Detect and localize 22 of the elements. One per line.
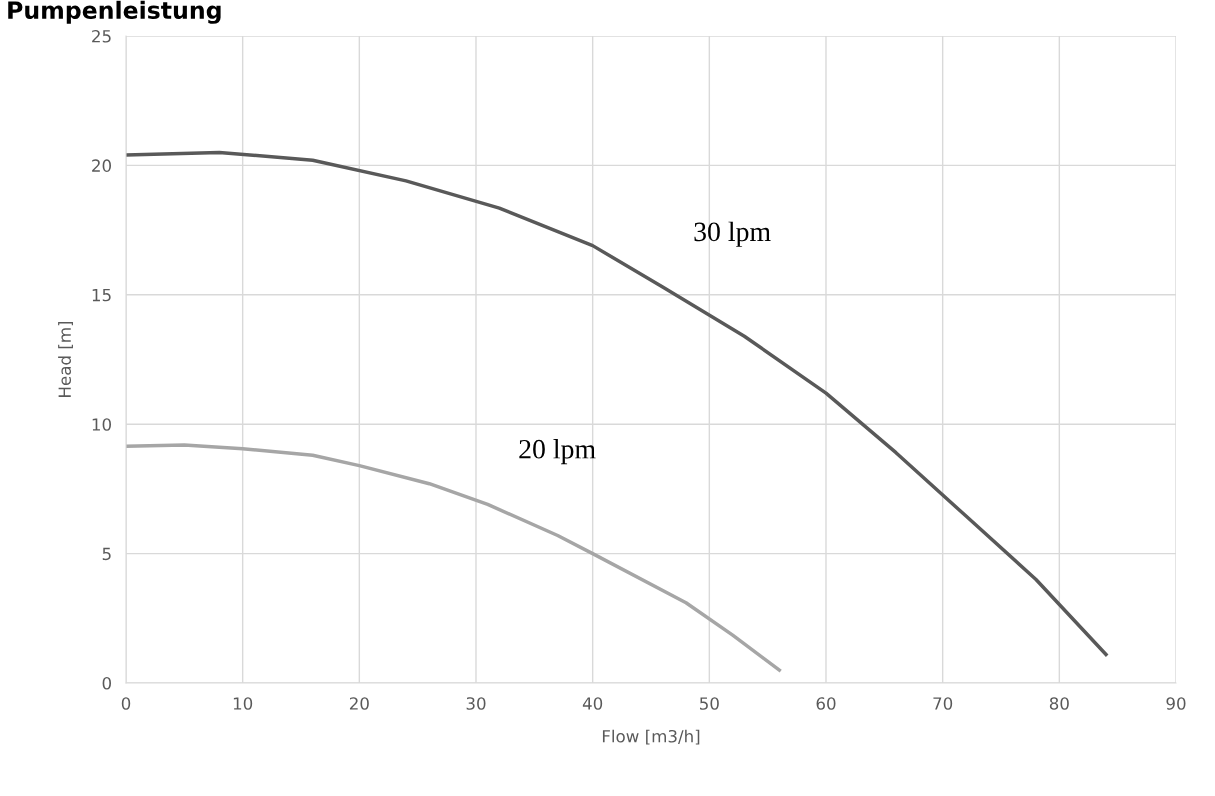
x-tick-label: 30 bbox=[466, 697, 486, 710]
x-tick-label: 90 bbox=[1166, 697, 1186, 710]
series-label: 30 lpm bbox=[694, 221, 771, 247]
x-tick-label: 80 bbox=[1049, 697, 1069, 710]
y-tick-label: 5 bbox=[102, 547, 111, 561]
y-tick-label: 10 bbox=[92, 418, 111, 431]
x-tick-label: 40 bbox=[582, 697, 603, 710]
y-tick-label: 25 bbox=[92, 29, 111, 43]
x-tick-label: 70 bbox=[933, 697, 953, 710]
y-tick-label: 15 bbox=[92, 288, 111, 302]
y-tick-label: 20 bbox=[92, 159, 111, 172]
x-tick-label: 10 bbox=[233, 697, 253, 710]
x-axis-title: Flow [m3/h] bbox=[602, 729, 700, 745]
x-tick-label: 50 bbox=[700, 697, 719, 710]
chart-title: Pumpenleistung bbox=[8, 0, 221, 24]
x-tick-label: 60 bbox=[816, 697, 836, 710]
x-tick-label: 0 bbox=[121, 697, 131, 710]
line-series bbox=[126, 150, 1108, 657]
x-tick-label: 20 bbox=[349, 697, 369, 710]
series-label: 20 lpm bbox=[519, 439, 596, 465]
y-tick-label: 0 bbox=[102, 676, 111, 690]
y-axis-title: Head [m] bbox=[58, 321, 73, 397]
